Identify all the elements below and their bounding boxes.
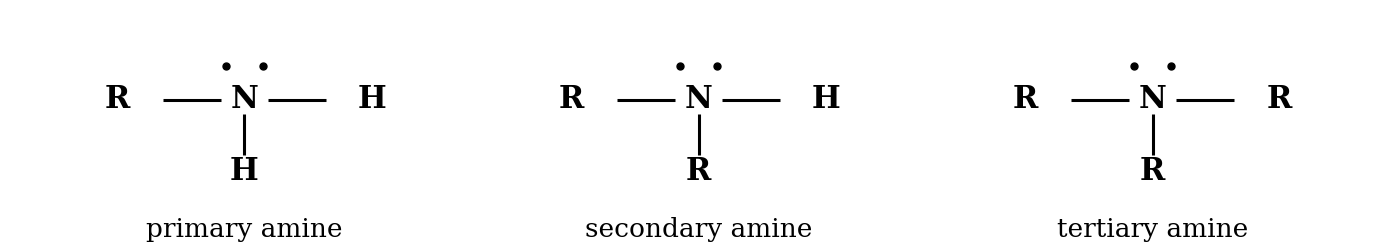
Text: R: R bbox=[1267, 84, 1292, 116]
Text: tertiary amine: tertiary amine bbox=[1058, 218, 1248, 242]
Text: primary amine: primary amine bbox=[147, 218, 342, 242]
Text: N: N bbox=[685, 84, 712, 116]
Text: R: R bbox=[1140, 156, 1165, 187]
Text: R: R bbox=[105, 84, 130, 116]
Text: H: H bbox=[812, 84, 840, 116]
Text: H: H bbox=[231, 156, 258, 187]
Text: H: H bbox=[358, 84, 386, 116]
Text: secondary amine: secondary amine bbox=[585, 218, 812, 242]
Text: N: N bbox=[1139, 84, 1166, 116]
Text: R: R bbox=[686, 156, 711, 187]
Text: R: R bbox=[1013, 84, 1038, 116]
Text: N: N bbox=[231, 84, 258, 116]
Text: R: R bbox=[559, 84, 584, 116]
